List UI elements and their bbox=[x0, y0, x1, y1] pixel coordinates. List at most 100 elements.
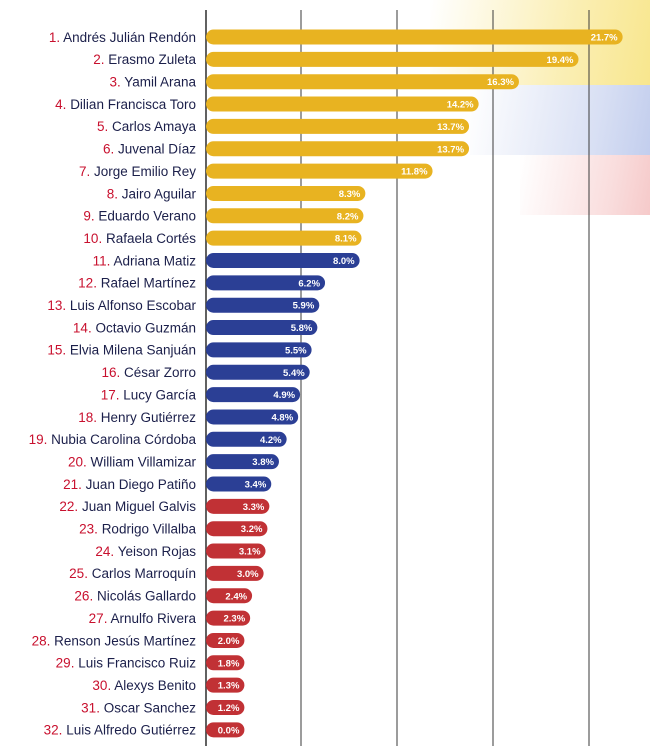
bar-value-label: 4.9% bbox=[273, 390, 295, 401]
bar bbox=[206, 565, 264, 581]
flag-band-red bbox=[520, 155, 650, 215]
bar bbox=[206, 208, 364, 224]
category-label: 19. Nubia Carolina Córdoba bbox=[29, 432, 197, 447]
candidate-name: Juan Diego Patiño bbox=[86, 477, 196, 492]
candidate-name: Luis Francisco Ruiz bbox=[78, 656, 196, 671]
bar bbox=[206, 610, 251, 626]
bar-value-label: 4.2% bbox=[260, 435, 282, 446]
category-label: 9. Eduardo Verano bbox=[83, 209, 196, 224]
candidate-name: Juvenal Díaz bbox=[118, 142, 196, 157]
bar-value-label: 3.4% bbox=[245, 480, 267, 491]
bar bbox=[206, 74, 519, 90]
candidate-name: Andrés Julián Rendón bbox=[63, 30, 196, 45]
bar-value-label: 11.8% bbox=[401, 167, 428, 178]
category-label: 14. Octavio Guzmán bbox=[73, 320, 196, 335]
bar-value-label: 2.0% bbox=[218, 636, 240, 647]
candidate-name: Luis Alfonso Escobar bbox=[70, 298, 197, 313]
rank-number: 9. bbox=[83, 209, 98, 224]
bar-value-label: 3.2% bbox=[241, 524, 263, 535]
category-label: 31. Oscar Sanchez bbox=[81, 700, 196, 715]
candidate-name: Yeison Rojas bbox=[118, 544, 197, 559]
bar-value-label: 13.7% bbox=[437, 122, 464, 133]
bar-value-label: 1.8% bbox=[218, 658, 240, 669]
candidate-name: Octavio Guzmán bbox=[95, 320, 196, 335]
rank-number: 7. bbox=[79, 164, 94, 179]
bar bbox=[206, 722, 245, 738]
rank-number: 24. bbox=[95, 544, 117, 559]
category-label: 15. Elvia Milena Sanjuán bbox=[47, 343, 196, 358]
bar-value-label: 5.8% bbox=[291, 323, 313, 334]
category-label: 11. Adriana Matiz bbox=[93, 253, 197, 268]
candidate-name: Erasmo Zuleta bbox=[108, 52, 196, 67]
rank-number: 23. bbox=[79, 522, 102, 537]
bar-value-label: 5.4% bbox=[283, 368, 305, 379]
rank-number: 11. bbox=[93, 253, 114, 268]
rank-number: 30. bbox=[92, 678, 114, 693]
category-label: 10. Rafaela Cortés bbox=[83, 231, 196, 246]
bar bbox=[206, 387, 301, 403]
bar bbox=[206, 141, 470, 157]
bar-value-label: 3.0% bbox=[237, 569, 259, 580]
candidate-name: Alexys Benito bbox=[114, 678, 196, 693]
rank-number: 31. bbox=[81, 700, 104, 715]
bar-value-label: 4.8% bbox=[272, 412, 294, 423]
bar bbox=[206, 454, 279, 470]
category-label: 20. William Villamizar bbox=[68, 454, 197, 469]
rank-number: 16. bbox=[101, 365, 124, 380]
rank-number: 5. bbox=[97, 119, 112, 134]
rank-number: 8. bbox=[107, 186, 122, 201]
bar bbox=[206, 409, 299, 425]
rank-number: 4. bbox=[55, 97, 70, 112]
category-label: 6. Juvenal Díaz bbox=[103, 142, 196, 157]
category-label: 16. César Zorro bbox=[101, 365, 196, 380]
flag-band-blue bbox=[470, 85, 650, 155]
bar-value-label: 0.0% bbox=[218, 725, 240, 736]
category-label: 8. Jairo Aguilar bbox=[107, 186, 197, 201]
bar-value-label: 8.1% bbox=[335, 234, 357, 245]
bar bbox=[206, 543, 266, 559]
category-label: 22. Juan Miguel Galvis bbox=[59, 499, 196, 514]
bar-value-label: 14.2% bbox=[447, 100, 474, 111]
rank-number: 28. bbox=[32, 633, 55, 648]
candidate-name: Dilian Francisca Toro bbox=[70, 97, 196, 112]
bar-value-label: 16.3% bbox=[487, 77, 514, 88]
candidate-name: Arnulfo Rivera bbox=[110, 611, 196, 626]
candidate-name: Luis Alfredo Gutiérrez bbox=[66, 723, 196, 738]
bar bbox=[206, 51, 579, 67]
bar-value-label: 3.3% bbox=[243, 502, 265, 513]
candidate-name: Rafael Martínez bbox=[101, 276, 197, 291]
category-label: 4. Dilian Francisca Toro bbox=[55, 97, 196, 112]
candidate-name: Henry Gutiérrez bbox=[101, 410, 197, 425]
bar bbox=[206, 632, 245, 648]
rank-number: 6. bbox=[103, 142, 118, 157]
candidate-name: Rafaela Cortés bbox=[106, 231, 196, 246]
bar bbox=[206, 118, 470, 134]
candidate-name: Yamil Arana bbox=[124, 75, 196, 90]
bar-value-label: 19.4% bbox=[547, 55, 574, 66]
candidate-name: Juan Miguel Galvis bbox=[82, 499, 196, 514]
bar bbox=[206, 588, 253, 604]
candidate-name: Lucy García bbox=[123, 387, 196, 402]
category-label: 23. Rodrigo Villalba bbox=[79, 522, 196, 537]
category-label: 17. Lucy García bbox=[101, 387, 197, 402]
bar bbox=[206, 476, 272, 492]
rank-number: 19. bbox=[29, 432, 52, 447]
bar bbox=[206, 342, 312, 358]
category-label: 32. Luis Alfredo Gutiérrez bbox=[44, 723, 197, 738]
candidate-name: Adriana Matiz bbox=[113, 253, 196, 268]
bar bbox=[206, 29, 623, 45]
bar bbox=[206, 96, 479, 112]
bar bbox=[206, 521, 268, 537]
bar bbox=[206, 163, 433, 179]
bar-value-label: 5.5% bbox=[285, 345, 307, 356]
candidate-name: Jorge Emilio Rey bbox=[94, 164, 196, 179]
category-label: 5. Carlos Amaya bbox=[97, 119, 197, 134]
bar-value-label: 3.1% bbox=[239, 547, 261, 558]
bar-value-label: 13.7% bbox=[437, 144, 464, 155]
category-label: 2. Erasmo Zuleta bbox=[93, 52, 196, 67]
candidate-name: William Villamizar bbox=[90, 454, 196, 469]
rank-number: 29. bbox=[56, 656, 79, 671]
candidate-name: Rodrigo Villalba bbox=[102, 522, 197, 537]
